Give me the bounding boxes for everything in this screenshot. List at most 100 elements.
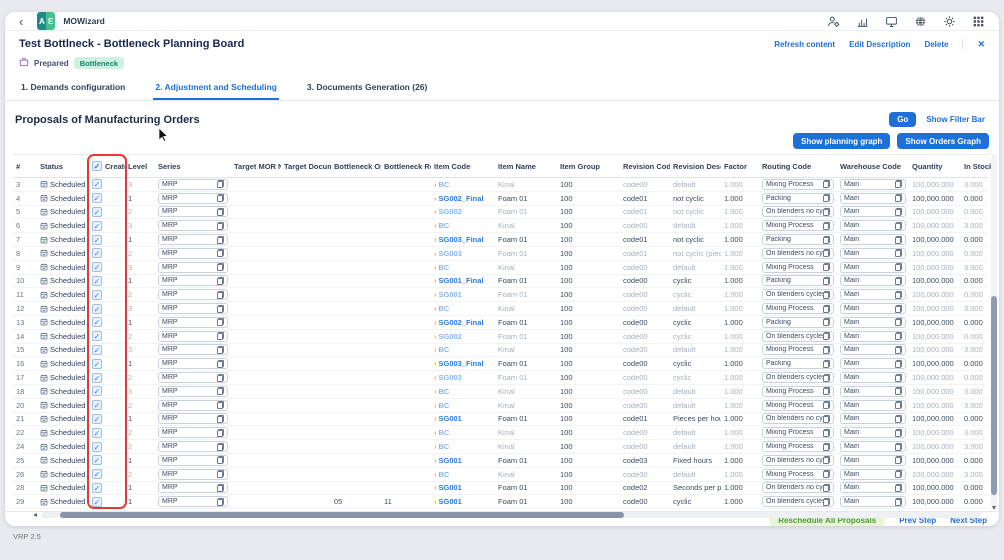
drill-chevron-icon[interactable]: › bbox=[434, 221, 437, 231]
create-checkbox[interactable] bbox=[92, 289, 102, 300]
copy-icon[interactable] bbox=[823, 387, 830, 396]
copy-icon[interactable] bbox=[895, 483, 902, 492]
copy-icon[interactable] bbox=[895, 194, 902, 203]
col-header-status[interactable]: Status bbox=[40, 161, 63, 171]
create-checkbox[interactable] bbox=[92, 455, 102, 466]
item-code-link[interactable]: BC bbox=[438, 304, 450, 314]
series-input[interactable]: MRP bbox=[158, 234, 228, 246]
copy-icon[interactable] bbox=[895, 207, 902, 216]
drill-chevron-icon[interactable]: › bbox=[434, 359, 437, 369]
warehouse-code-input[interactable]: Main bbox=[840, 427, 906, 439]
warehouse-code-input[interactable]: Main bbox=[840, 454, 906, 466]
delete-link[interactable]: Delete bbox=[924, 39, 949, 49]
drill-chevron-icon[interactable]: › bbox=[434, 248, 437, 258]
copy-icon[interactable] bbox=[895, 318, 902, 327]
copy-icon[interactable] bbox=[217, 442, 224, 451]
copy-icon[interactable] bbox=[217, 414, 224, 423]
table-row[interactable]: 6 Scheduled 3 MRP › BC Kinal 100 code00 … bbox=[13, 219, 989, 234]
table-row[interactable]: 15 Scheduled 3 MRP › BC Kinal 100 code00… bbox=[13, 344, 989, 358]
table-row[interactable]: 4 Scheduled 1 MRP › SG002_Final Foam 01 … bbox=[13, 192, 989, 206]
drill-chevron-icon[interactable]: › bbox=[434, 455, 437, 465]
table-row[interactable]: 20 Scheduled 2 MRP › BC Kinal 100 code00… bbox=[13, 399, 989, 413]
col-header-item-name[interactable]: Item Name bbox=[498, 161, 536, 171]
drill-chevron-icon[interactable]: › bbox=[434, 304, 437, 314]
copy-icon[interactable] bbox=[217, 401, 224, 410]
col-header-item-code[interactable]: Item Code bbox=[434, 161, 471, 171]
table-row[interactable]: 22 Scheduled 2 MRP › BC Kinal 100 code00… bbox=[13, 426, 989, 441]
drill-chevron-icon[interactable]: › bbox=[434, 386, 437, 396]
copy-icon[interactable] bbox=[823, 263, 830, 272]
table-row[interactable]: 10 Scheduled 1 MRP › SG001_Final Foam 01… bbox=[13, 275, 989, 289]
create-checkbox[interactable] bbox=[92, 234, 102, 245]
routing-code-input[interactable]: On blenders cycles bbox=[762, 372, 834, 384]
copy-icon[interactable] bbox=[823, 304, 830, 313]
drill-chevron-icon[interactable]: › bbox=[434, 290, 437, 300]
drill-chevron-icon[interactable]: › bbox=[434, 469, 437, 479]
item-code-link[interactable]: SG001 bbox=[438, 290, 462, 300]
go-button[interactable]: Go bbox=[889, 112, 917, 127]
drill-chevron-icon[interactable]: › bbox=[434, 345, 437, 355]
table-row[interactable]: 17 Scheduled 2 MRP › SG003 Foam 01 100 c… bbox=[13, 371, 989, 385]
warehouse-code-input[interactable]: Main bbox=[840, 303, 906, 315]
series-input[interactable]: MRP bbox=[158, 468, 228, 480]
series-input[interactable]: MRP bbox=[158, 316, 228, 328]
create-checkbox[interactable] bbox=[92, 386, 102, 397]
copy-icon[interactable] bbox=[895, 428, 902, 437]
copy-icon[interactable] bbox=[823, 207, 830, 216]
warehouse-code-input[interactable]: Main bbox=[840, 192, 906, 204]
table-row[interactable]: 18 Scheduled 3 MRP › BC Kinal 100 code00… bbox=[13, 385, 989, 399]
copy-icon[interactable] bbox=[217, 470, 224, 479]
item-code-link[interactable]: BC bbox=[438, 400, 450, 410]
item-code-link[interactable]: SG003 bbox=[438, 248, 462, 258]
item-code-link[interactable]: SG003_Final bbox=[438, 235, 484, 245]
show-filter-bar-link[interactable]: Show Filter Bar bbox=[926, 115, 985, 124]
apps-grid-icon[interactable] bbox=[971, 14, 985, 28]
refresh-content-link[interactable]: Refresh content bbox=[774, 39, 836, 49]
create-checkbox[interactable] bbox=[92, 220, 102, 231]
show-orders-graph-button[interactable]: Show Orders Graph bbox=[897, 133, 989, 149]
create-checkbox[interactable] bbox=[92, 331, 102, 342]
statistics-icon[interactable] bbox=[855, 14, 869, 28]
copy-icon[interactable] bbox=[895, 456, 902, 465]
drill-chevron-icon[interactable]: › bbox=[434, 483, 437, 493]
drill-chevron-icon[interactable]: › bbox=[434, 497, 437, 507]
copy-icon[interactable] bbox=[823, 221, 830, 230]
table-row[interactable]: 26 Scheduled 2 MRP › BC Kinal 100 code00… bbox=[13, 468, 989, 482]
copy-icon[interactable] bbox=[823, 456, 830, 465]
tab-demands-configuration[interactable]: 1. Demands configuration bbox=[21, 82, 126, 92]
table-row[interactable]: 25 Scheduled 1 MRP › SG001 Foam 01 100 c… bbox=[13, 454, 989, 468]
horizontal-scrollbar[interactable] bbox=[41, 512, 981, 519]
series-input[interactable]: MRP bbox=[158, 358, 228, 370]
item-code-link[interactable]: SG001 bbox=[438, 414, 462, 424]
routing-code-input[interactable]: On blenders no cy... bbox=[762, 454, 834, 466]
copy-icon[interactable] bbox=[895, 263, 902, 272]
series-input[interactable]: MRP bbox=[158, 441, 228, 453]
item-code-link[interactable]: SG001 bbox=[438, 455, 462, 465]
col-header-num[interactable]: # bbox=[16, 161, 21, 171]
display-icon[interactable] bbox=[884, 14, 898, 28]
copy-icon[interactable] bbox=[823, 249, 830, 258]
copy-icon[interactable] bbox=[217, 387, 224, 396]
copy-icon[interactable] bbox=[823, 276, 830, 285]
copy-icon[interactable] bbox=[895, 276, 902, 285]
col-header-routing-code[interactable]: Routing Code bbox=[762, 161, 812, 171]
col-header-warehouse-code[interactable]: Warehouse Code bbox=[840, 161, 901, 171]
drill-chevron-icon[interactable]: › bbox=[434, 428, 437, 438]
routing-code-input[interactable]: Mixing Process bbox=[762, 468, 834, 480]
col-header-bottleneck-operation[interactable]: Bottleneck Ope... bbox=[334, 161, 381, 171]
routing-code-input[interactable]: Packing bbox=[762, 316, 834, 328]
routing-code-input[interactable]: On blenders cycles bbox=[762, 496, 834, 508]
copy-icon[interactable] bbox=[823, 332, 830, 341]
series-input[interactable]: MRP bbox=[158, 372, 228, 384]
table-row[interactable]: 13 Scheduled 1 MRP › SG002_Final Foam 01… bbox=[13, 316, 989, 330]
create-checkbox[interactable] bbox=[92, 358, 102, 369]
routing-code-input[interactable]: Mixing Process bbox=[762, 344, 834, 356]
create-checkbox[interactable] bbox=[92, 248, 102, 259]
series-input[interactable]: MRP bbox=[158, 275, 228, 287]
user-settings-icon[interactable] bbox=[826, 14, 840, 28]
warehouse-code-input[interactable]: Main bbox=[840, 358, 906, 370]
drill-chevron-icon[interactable]: › bbox=[434, 235, 437, 245]
copy-icon[interactable] bbox=[217, 332, 224, 341]
col-header-series[interactable]: Series bbox=[158, 161, 181, 171]
series-input[interactable]: MRP bbox=[158, 303, 228, 315]
